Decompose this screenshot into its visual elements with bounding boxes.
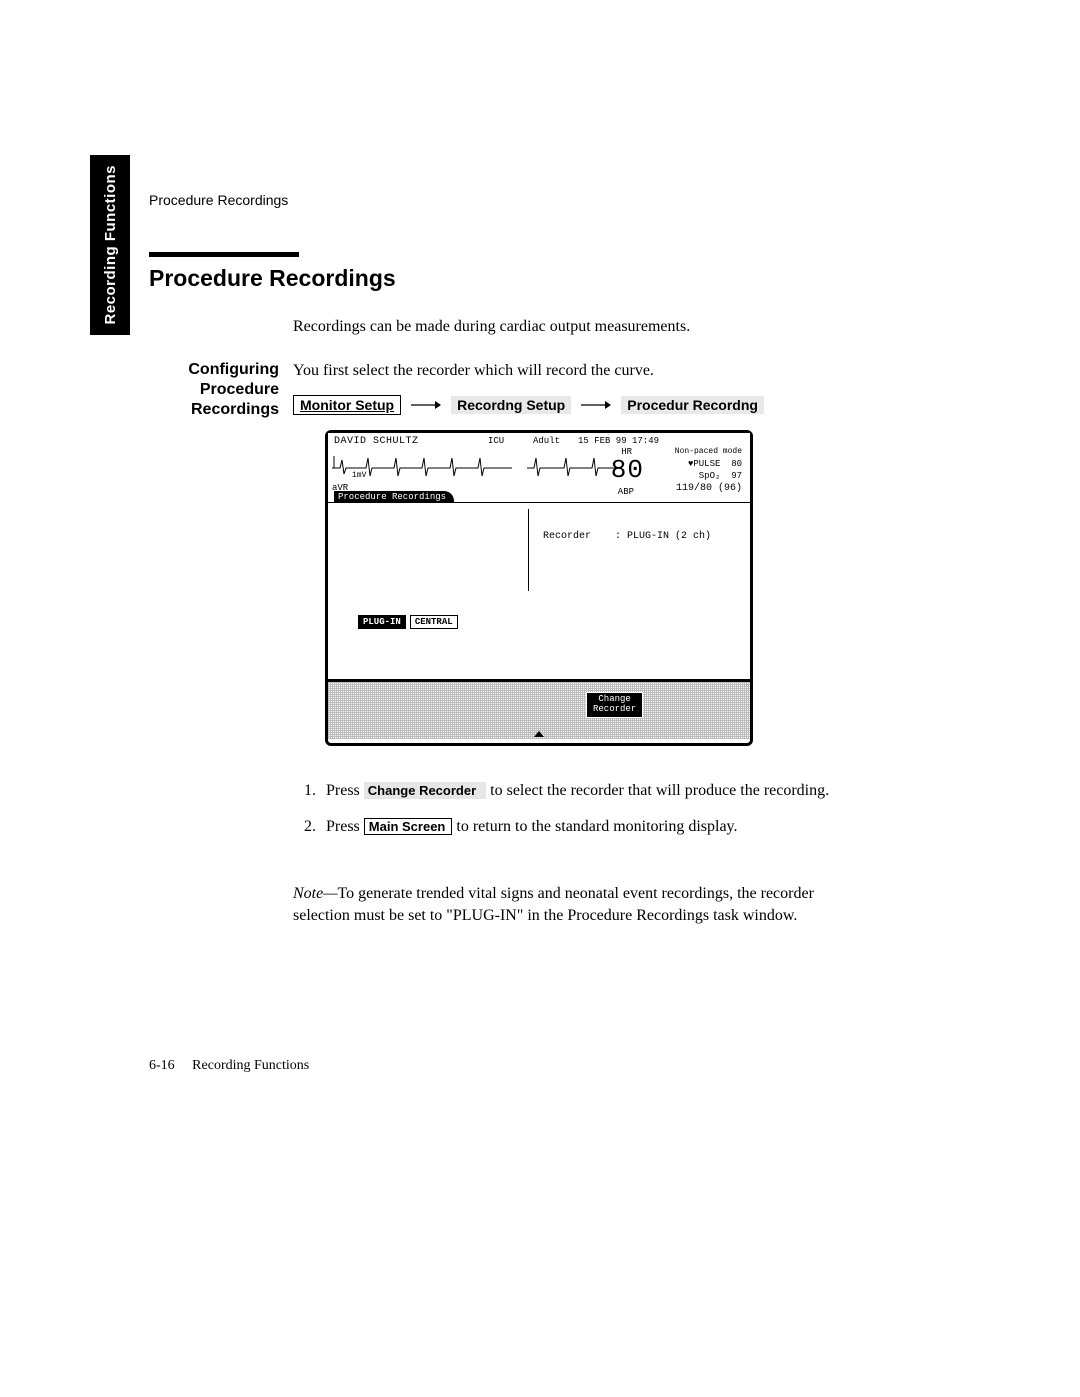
plugin-option-button[interactable]: PLUG-IN	[358, 615, 406, 629]
subhead-line: Recordings	[149, 400, 279, 420]
change-recorder-softkey[interactable]: Change Recorder	[586, 692, 643, 718]
heading-rule	[149, 252, 299, 257]
section-tab-label: Recording Functions	[102, 165, 119, 325]
note-paragraph: Note—To generate trended vital signs and…	[293, 883, 863, 928]
note-body: To generate trended vital signs and neon…	[293, 885, 814, 924]
page-number: 6-16	[149, 1058, 175, 1073]
monitor-header: DAVID SCHULTZ ICU Adult 15 FEB 99 17:49 …	[328, 433, 750, 503]
patient-type: Adult	[533, 436, 560, 446]
spo2-reading: SpO₂ 97	[699, 471, 742, 481]
datetime: 15 FEB 99 17:49	[578, 436, 659, 446]
intro-text: Recordings can be made during cardiac ou…	[293, 318, 690, 336]
subhead-line: Configuring	[149, 360, 279, 380]
running-header: Procedure Recordings	[149, 192, 288, 208]
menu-path: Monitor Setup Recordng Setup Procedur Re…	[293, 395, 764, 415]
ecg-waveform-icon	[332, 448, 622, 478]
unit-label: ICU	[488, 436, 504, 446]
monitor-body: Recorder : PLUG-IN (2 ch) PLUG-IN CENTRA…	[328, 503, 750, 681]
section-intro: You first select the recorder which will…	[293, 362, 654, 380]
patient-name: DAVID SCHULTZ	[334, 436, 419, 447]
divider	[528, 509, 529, 591]
calibration-label: 1mV	[352, 471, 366, 480]
main-screen-key: Main Screen	[364, 818, 453, 835]
monitor-screenshot: DAVID SCHULTZ ICU Adult 15 FEB 99 17:49 …	[325, 430, 753, 746]
caret-up-icon	[534, 731, 544, 737]
arrow-icon	[411, 399, 441, 411]
option-buttons: PLUG-IN CENTRAL	[358, 615, 458, 629]
menu-step-3: Procedur Recordng	[621, 396, 764, 414]
central-option-button[interactable]: CENTRAL	[410, 615, 458, 629]
chapter-name: Recording Functions	[192, 1058, 309, 1073]
note-lead: Note—	[293, 885, 337, 902]
arrow-icon	[581, 399, 611, 411]
menu-step-2: Recordng Setup	[451, 396, 571, 414]
pulse-reading: ♥PULSE 80	[688, 459, 742, 469]
page-title: Procedure Recordings	[149, 265, 396, 292]
change-recorder-key: Change Recorder	[364, 782, 486, 799]
softkey-bar: Change Recorder	[328, 681, 750, 739]
page-footer: 6-16 Recording Functions	[149, 1058, 309, 1074]
hr-value: 80	[611, 455, 644, 485]
subhead-line: Procedure	[149, 380, 279, 400]
step-item: Press Change Recorder to select the reco…	[320, 780, 850, 802]
window-tab: Procedure Recordings	[334, 491, 454, 503]
instruction-steps: Press Change Recorder to select the reco…	[320, 780, 850, 853]
recorder-field: Recorder : PLUG-IN (2 ch)	[543, 531, 711, 542]
abp-label: ABP	[618, 487, 634, 497]
abp-value: 119/80 (96)	[676, 483, 742, 494]
menu-step-1: Monitor Setup	[293, 395, 401, 415]
step-item: Press Main Screen to return to the stand…	[320, 816, 850, 838]
section-subhead: Configuring Procedure Recordings	[149, 360, 279, 420]
paced-mode: Non-paced mode	[675, 447, 742, 456]
section-tab: Recording Functions	[90, 155, 130, 335]
